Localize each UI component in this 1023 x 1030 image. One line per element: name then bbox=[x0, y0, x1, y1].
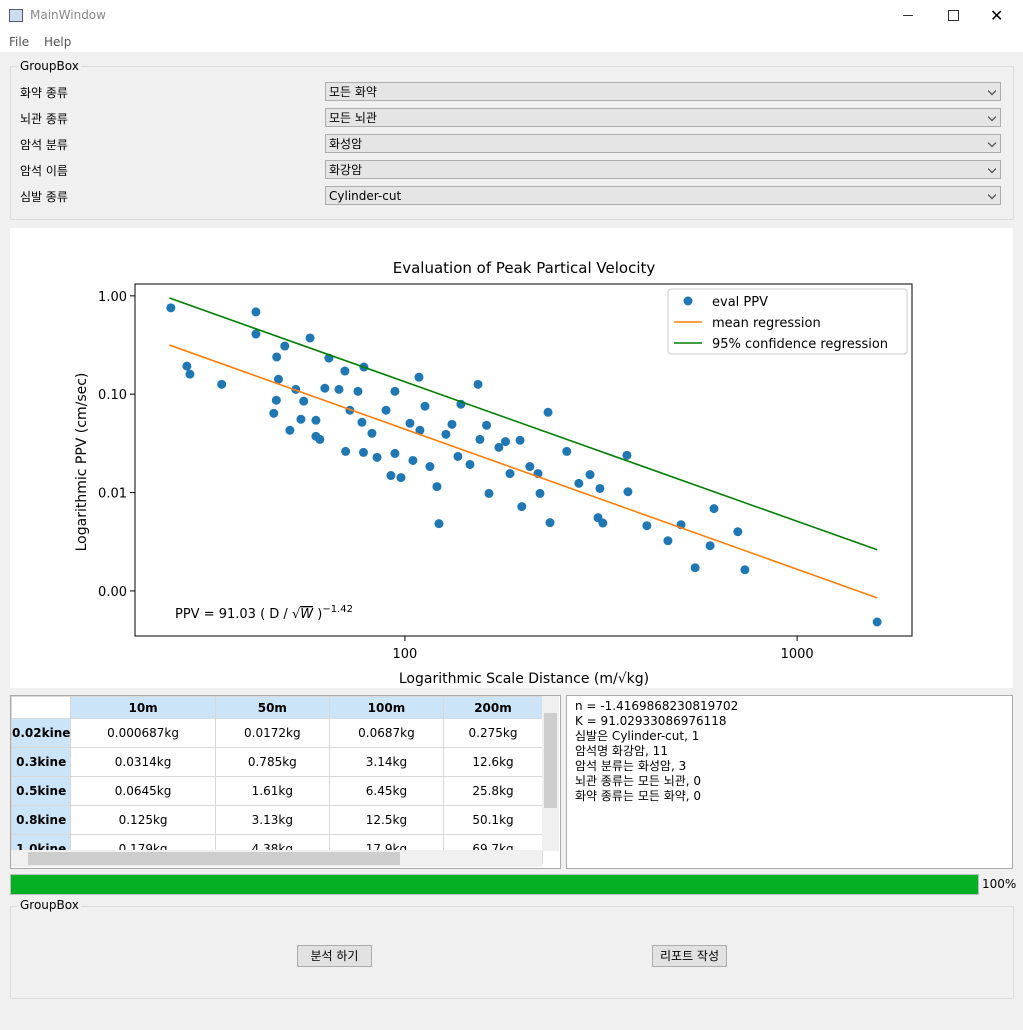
table-cell: 0.0645kg bbox=[70, 776, 216, 806]
combo-box[interactable]: 화성암 bbox=[325, 134, 1001, 153]
option-label: 암석 이름 bbox=[20, 164, 68, 178]
menu-bar: File Help bbox=[0, 30, 1023, 52]
options-group bbox=[10, 66, 1014, 220]
log-view: n = -1.4169868230819702 K = 91.0293308697… bbox=[566, 695, 1013, 869]
log-line: 화약 종류는 모든 화약, 0 bbox=[575, 789, 702, 803]
table-cell: 0.125kg bbox=[70, 805, 216, 835]
combo-box[interactable]: 모든 뇌관 bbox=[325, 108, 1001, 127]
menu-file[interactable]: File bbox=[9, 35, 30, 49]
option-label: 화약 종류 bbox=[20, 86, 68, 100]
log-line: 뇌관 종류는 모든 뇌관, 0 bbox=[575, 774, 702, 788]
row-header: 0.8kine bbox=[11, 805, 72, 835]
column-header: 200m bbox=[442, 696, 544, 719]
table-cell: 0.785kg bbox=[214, 747, 330, 777]
column-header: 10m bbox=[70, 696, 216, 719]
row-header: 0.02kine bbox=[11, 718, 72, 748]
row-header: 0.3kine bbox=[11, 747, 72, 777]
table-row: 0.3kine 0.0314kg 0.785kg 3.14kg 12.6kg bbox=[11, 747, 544, 777]
table-row: 0.8kine 0.125kg 3.13kg 12.5kg 50.1kg bbox=[11, 805, 544, 835]
result-table-view: 10m 50m 100m 200m 0.02kine 0.000687kg 0.0172kg… bbox=[10, 695, 561, 869]
table-row: 0.02kine 0.000687kg 0.0172kg 0.0687kg 0.275k… bbox=[11, 718, 544, 748]
h-scrollbar[interactable] bbox=[11, 850, 542, 867]
table-cell: 6.45kg bbox=[328, 776, 444, 806]
log-line: 암석명 화강암, 11 bbox=[575, 744, 668, 758]
chart-panel bbox=[10, 228, 1013, 688]
option-label: 뇌관 종류 bbox=[20, 112, 68, 126]
window-title: MainWindow bbox=[30, 8, 106, 22]
option-label: 암석 분류 bbox=[20, 138, 68, 152]
table-cell: 1.61kg bbox=[214, 776, 330, 806]
close[interactable]: ✕ bbox=[990, 6, 1004, 25]
actions-group bbox=[10, 906, 1014, 999]
progress-bar bbox=[10, 874, 979, 895]
log-line: K = 91.02933086976118 bbox=[575, 714, 727, 728]
table-cell: 50.1kg bbox=[442, 805, 544, 835]
combo-box[interactable]: 모든 화약 bbox=[325, 82, 1001, 101]
group-title: GroupBox bbox=[18, 898, 81, 912]
table-cell: 3.13kg bbox=[214, 805, 330, 835]
log-line: 심발은 Cylinder-cut, 1 bbox=[575, 729, 700, 743]
table-cell: 0.0687kg bbox=[328, 718, 444, 748]
progress-label: 100% bbox=[982, 877, 1017, 891]
table-cell: 3.14kg bbox=[328, 747, 444, 777]
column-header: 100m bbox=[328, 696, 444, 719]
result-table: 10m 50m 100m 200m 0.02kine 0.000687kg 0.0172kg… bbox=[11, 696, 544, 864]
menu-help[interactable]: Help bbox=[44, 35, 72, 49]
group-title: GroupBox bbox=[18, 59, 81, 73]
minimize[interactable] bbox=[903, 15, 913, 16]
row-header: 0.5kine bbox=[11, 776, 72, 806]
report-button[interactable]: 리포트 작성 bbox=[652, 945, 727, 967]
log-line: 암석 분류는 화성암, 3 bbox=[575, 759, 687, 773]
table-cell: 0.000687kg bbox=[70, 718, 216, 748]
table-cell: 0.275kg bbox=[442, 718, 544, 748]
table-row: 0.5kine 0.0645kg 1.61kg 6.45kg 25.8kg bbox=[11, 776, 544, 806]
option-label: 심발 종류 bbox=[20, 190, 68, 204]
combo-box[interactable]: 화강암 bbox=[325, 160, 1001, 179]
title-bar: MainWindow ✕ bbox=[0, 0, 1023, 30]
maximize[interactable] bbox=[948, 10, 959, 21]
column-header: 50m bbox=[214, 696, 330, 719]
table-cell: 0.0314kg bbox=[70, 747, 216, 777]
combo-box[interactable]: Cylinder-cut bbox=[325, 186, 1001, 205]
table-cell: 12.5kg bbox=[328, 805, 444, 835]
log-line: n = -1.4169868230819702 bbox=[575, 699, 739, 713]
progress-fill bbox=[11, 875, 978, 894]
header-row: 10m 50m 100m 200m bbox=[11, 696, 544, 719]
table-cell: 12.6kg bbox=[442, 747, 544, 777]
table-cell: 25.8kg bbox=[442, 776, 544, 806]
app-icon bbox=[9, 9, 23, 22]
analyze-button[interactable]: 분석 하기 bbox=[297, 945, 372, 967]
table-cell: 0.0172kg bbox=[214, 718, 330, 748]
corner-cell bbox=[11, 696, 72, 719]
v-scrollbar[interactable] bbox=[542, 696, 559, 851]
